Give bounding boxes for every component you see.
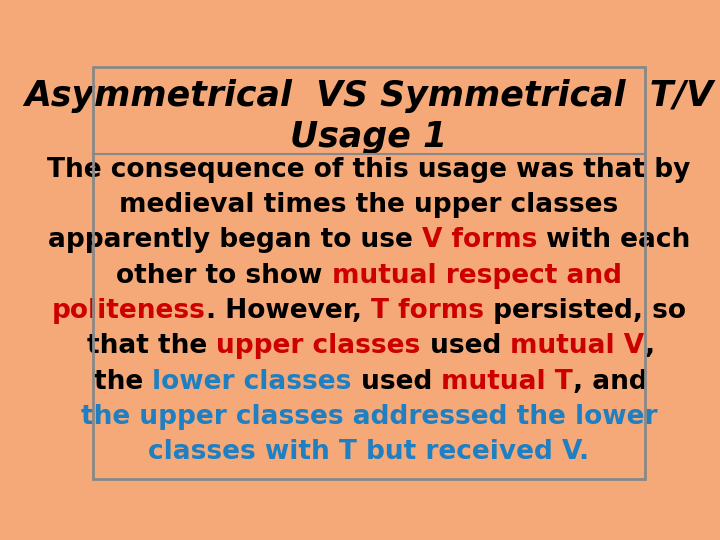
- Text: mutual T: mutual T: [441, 369, 573, 395]
- Text: medieval times the upper classes: medieval times the upper classes: [120, 192, 618, 218]
- Text: that the: that the: [87, 333, 217, 359]
- Text: mutual V: mutual V: [510, 333, 644, 359]
- Text: V forms: V forms: [422, 227, 537, 253]
- Text: lower classes: lower classes: [153, 369, 352, 395]
- Text: persisted, so: persisted, so: [484, 298, 686, 324]
- Text: , and: , and: [573, 369, 648, 395]
- Text: politeness: politeness: [52, 298, 206, 324]
- Text: used: used: [420, 333, 510, 359]
- Text: upper classes: upper classes: [217, 333, 420, 359]
- Text: The consequence of this usage was that by: The consequence of this usage was that b…: [48, 157, 690, 183]
- Text: mutual respect and: mutual respect and: [332, 262, 622, 288]
- Text: with each: with each: [537, 227, 690, 253]
- Text: Usage 1: Usage 1: [290, 119, 448, 153]
- Text: T forms: T forms: [371, 298, 484, 324]
- Text: other to show: other to show: [116, 262, 332, 288]
- Text: ,: ,: [644, 333, 654, 359]
- Text: used: used: [352, 369, 441, 395]
- Text: the upper classes addressed the lower: the upper classes addressed the lower: [81, 404, 657, 430]
- Text: classes with T but received V.: classes with T but received V.: [148, 440, 590, 465]
- Text: Asymmetrical  VS Symmetrical  T/V: Asymmetrical VS Symmetrical T/V: [24, 79, 714, 113]
- Text: the: the: [94, 369, 153, 395]
- Text: apparently began to use: apparently began to use: [48, 227, 422, 253]
- Text: . However,: . However,: [206, 298, 371, 324]
